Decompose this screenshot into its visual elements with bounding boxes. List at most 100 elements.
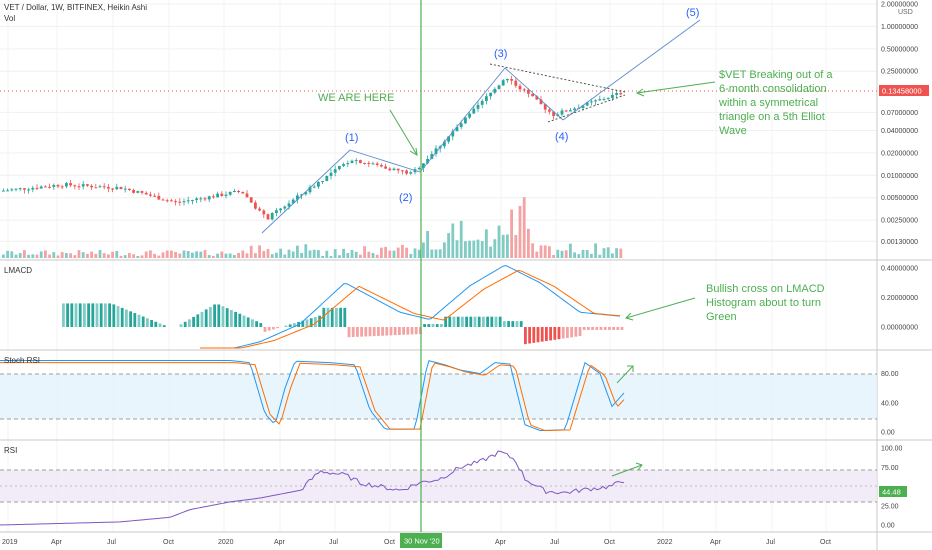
volume-bar — [380, 247, 383, 258]
volume-bar — [161, 252, 165, 258]
candle-body — [493, 88, 497, 93]
lmacd-hist-bar — [259, 323, 263, 327]
volume-bar — [539, 245, 543, 258]
candle-body — [476, 104, 480, 109]
lmacd-hist-bar — [519, 321, 523, 327]
lmacd-hist-bar — [246, 317, 250, 327]
volume-bar — [611, 253, 614, 258]
volume-bar — [283, 254, 287, 258]
lmacd-hist-bar — [498, 316, 502, 327]
volume-bar — [552, 254, 555, 258]
price-tick-label: 0.00130000 — [881, 239, 918, 246]
candle-body — [140, 191, 144, 193]
volume-bar — [224, 253, 228, 258]
volume-bar — [81, 252, 85, 258]
lmacd-hist-bar — [154, 321, 158, 327]
candle-body — [86, 184, 89, 186]
lmacd-hist-bar — [452, 316, 456, 327]
volume-bar — [275, 252, 278, 258]
crosshair-date-text: 30 Nov '20 — [404, 537, 440, 546]
candle-body — [237, 191, 240, 193]
volume-bar — [249, 245, 253, 258]
rsi-pane-label[interactable]: RSI — [4, 446, 18, 455]
candle-body — [69, 183, 72, 186]
volume-bar — [325, 250, 329, 258]
candle-body — [317, 182, 320, 187]
volume-bar — [287, 249, 291, 258]
candle-body — [81, 184, 85, 187]
annotation-line: 6-month consolidation — [719, 83, 827, 95]
volume-bar — [144, 251, 148, 258]
candle-body — [325, 175, 329, 181]
lmacd-hist-bar — [494, 316, 498, 327]
volume-bar — [346, 253, 350, 258]
lmacd-hist-bar — [272, 327, 275, 330]
volume-bar — [413, 248, 417, 258]
volume-bar — [31, 254, 35, 258]
volume-bar — [527, 228, 530, 258]
candle-body — [598, 99, 602, 101]
symbol-title[interactable]: VET / Dollar, 1W, BITFINEX, Heikin Ashi — [4, 3, 148, 12]
candle-body — [585, 102, 589, 106]
arrowhead — [635, 88, 645, 97]
macd-arrow — [625, 297, 696, 319]
candle-body — [203, 198, 207, 200]
lmacd-hist-bar — [616, 327, 620, 330]
time-tick-label: 2020 — [218, 539, 234, 546]
candle-body — [128, 188, 131, 190]
lmacd-hist-bar — [368, 327, 372, 337]
candle-body — [123, 188, 127, 190]
volume-bar — [254, 253, 257, 258]
candle-body — [363, 162, 366, 164]
time-tick-label: Oct — [604, 539, 615, 546]
stoch-k-line — [0, 359, 625, 432]
lmacd-hist-bar — [360, 327, 363, 337]
volume-bar — [392, 250, 396, 258]
volume-bar — [409, 253, 413, 258]
lmacd-hist-bar — [91, 303, 95, 327]
lmacd-hist-bar — [444, 316, 447, 327]
candle-body — [422, 163, 425, 168]
lmacd-hist-bar — [511, 321, 515, 327]
rsi-tick-label: 25.00 — [881, 503, 899, 510]
candle-body — [275, 210, 278, 214]
lmacd-hist-bar — [230, 310, 233, 327]
candle-body — [77, 186, 81, 188]
lmacd-hist-bar — [330, 307, 334, 327]
rsi-tick-label: 0.00 — [881, 523, 895, 530]
lmacd-hist-bar — [204, 309, 208, 327]
lmacd-hist-bar — [263, 327, 267, 332]
rsi-value-text: 44.48 — [882, 488, 901, 497]
volume-bar — [510, 209, 513, 258]
lmacd-hist-bar — [490, 316, 494, 327]
time-tick-label: 2019 — [2, 539, 18, 546]
candle-body — [417, 167, 421, 170]
volume-bar — [258, 245, 261, 258]
volume-bar — [291, 251, 295, 258]
stoch-pane-label[interactable]: Stoch RSI — [4, 356, 41, 365]
volume-bar — [577, 254, 581, 258]
candle-body — [258, 208, 261, 211]
lmacd-hist-bar — [62, 303, 65, 327]
wave-label-4: (4) — [555, 131, 568, 143]
lmacd-pane-label[interactable]: LMACD — [4, 266, 33, 275]
time-tick-label: Apr — [495, 539, 507, 546]
candle-body — [447, 136, 450, 142]
lmacd-hist-bar — [599, 327, 603, 330]
lmacd-hist-bar — [141, 316, 145, 327]
candle-body — [510, 79, 513, 81]
candle-body — [283, 206, 287, 209]
volume-bar — [35, 254, 39, 258]
price-tick-label: 0.50000000 — [881, 46, 918, 53]
candle-body — [606, 97, 610, 100]
candle-body — [94, 187, 98, 189]
volume-bar — [405, 247, 408, 258]
lmacd-axis: 0.40000000 0.20000000 0.00000000 — [881, 266, 918, 332]
lmacd-hist-bar — [477, 316, 481, 327]
lmacd-hist-bar — [326, 307, 330, 327]
grid — [0, 0, 877, 532]
candle-body — [552, 111, 555, 117]
volume-bar — [178, 253, 182, 258]
lmacd-hist-bar — [574, 327, 578, 337]
